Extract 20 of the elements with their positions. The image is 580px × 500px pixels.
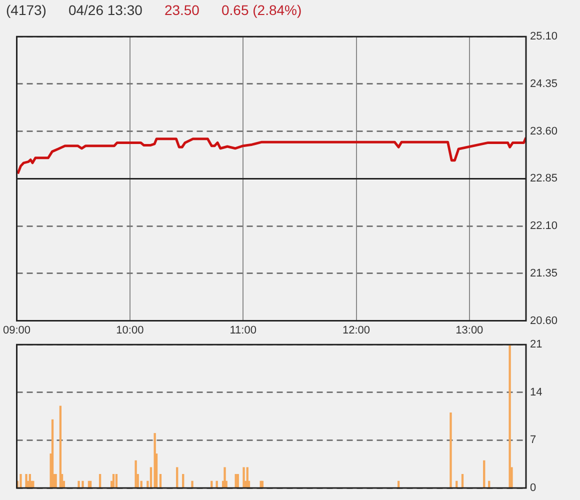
text: 0.65 (2.84%) [221, 2, 302, 18]
x-tick-label: 12:00 [342, 324, 370, 336]
chart-subtitle: 04/26 13:30 [68, 2, 142, 18]
y-tick-label: 0 [530, 482, 536, 494]
x-tick-label: 11:00 [230, 324, 256, 336]
y-tick-label: 7 [530, 434, 536, 446]
y-tick-label: 21 [530, 338, 542, 351]
y-tick-label: 14 [530, 386, 542, 398]
y-tick-label: 20.60 [530, 314, 558, 327]
y-tick-label: 23.60 [530, 125, 558, 138]
text: 23.50 [164, 2, 200, 18]
x-tick-label: 09:00 [3, 324, 31, 336]
y-tick-label: 22.85 [530, 172, 558, 185]
x-tick-label: 10:00 [116, 324, 144, 336]
y-tick-label: 25.10 [530, 30, 558, 43]
x-tick-label: 13:00 [456, 324, 484, 336]
chart-title: (4173) [6, 2, 46, 18]
y-tick-label: 24.35 [530, 78, 558, 90]
y-tick-label: 22.10 [530, 220, 558, 232]
y-tick-label: 21.35 [530, 267, 558, 280]
